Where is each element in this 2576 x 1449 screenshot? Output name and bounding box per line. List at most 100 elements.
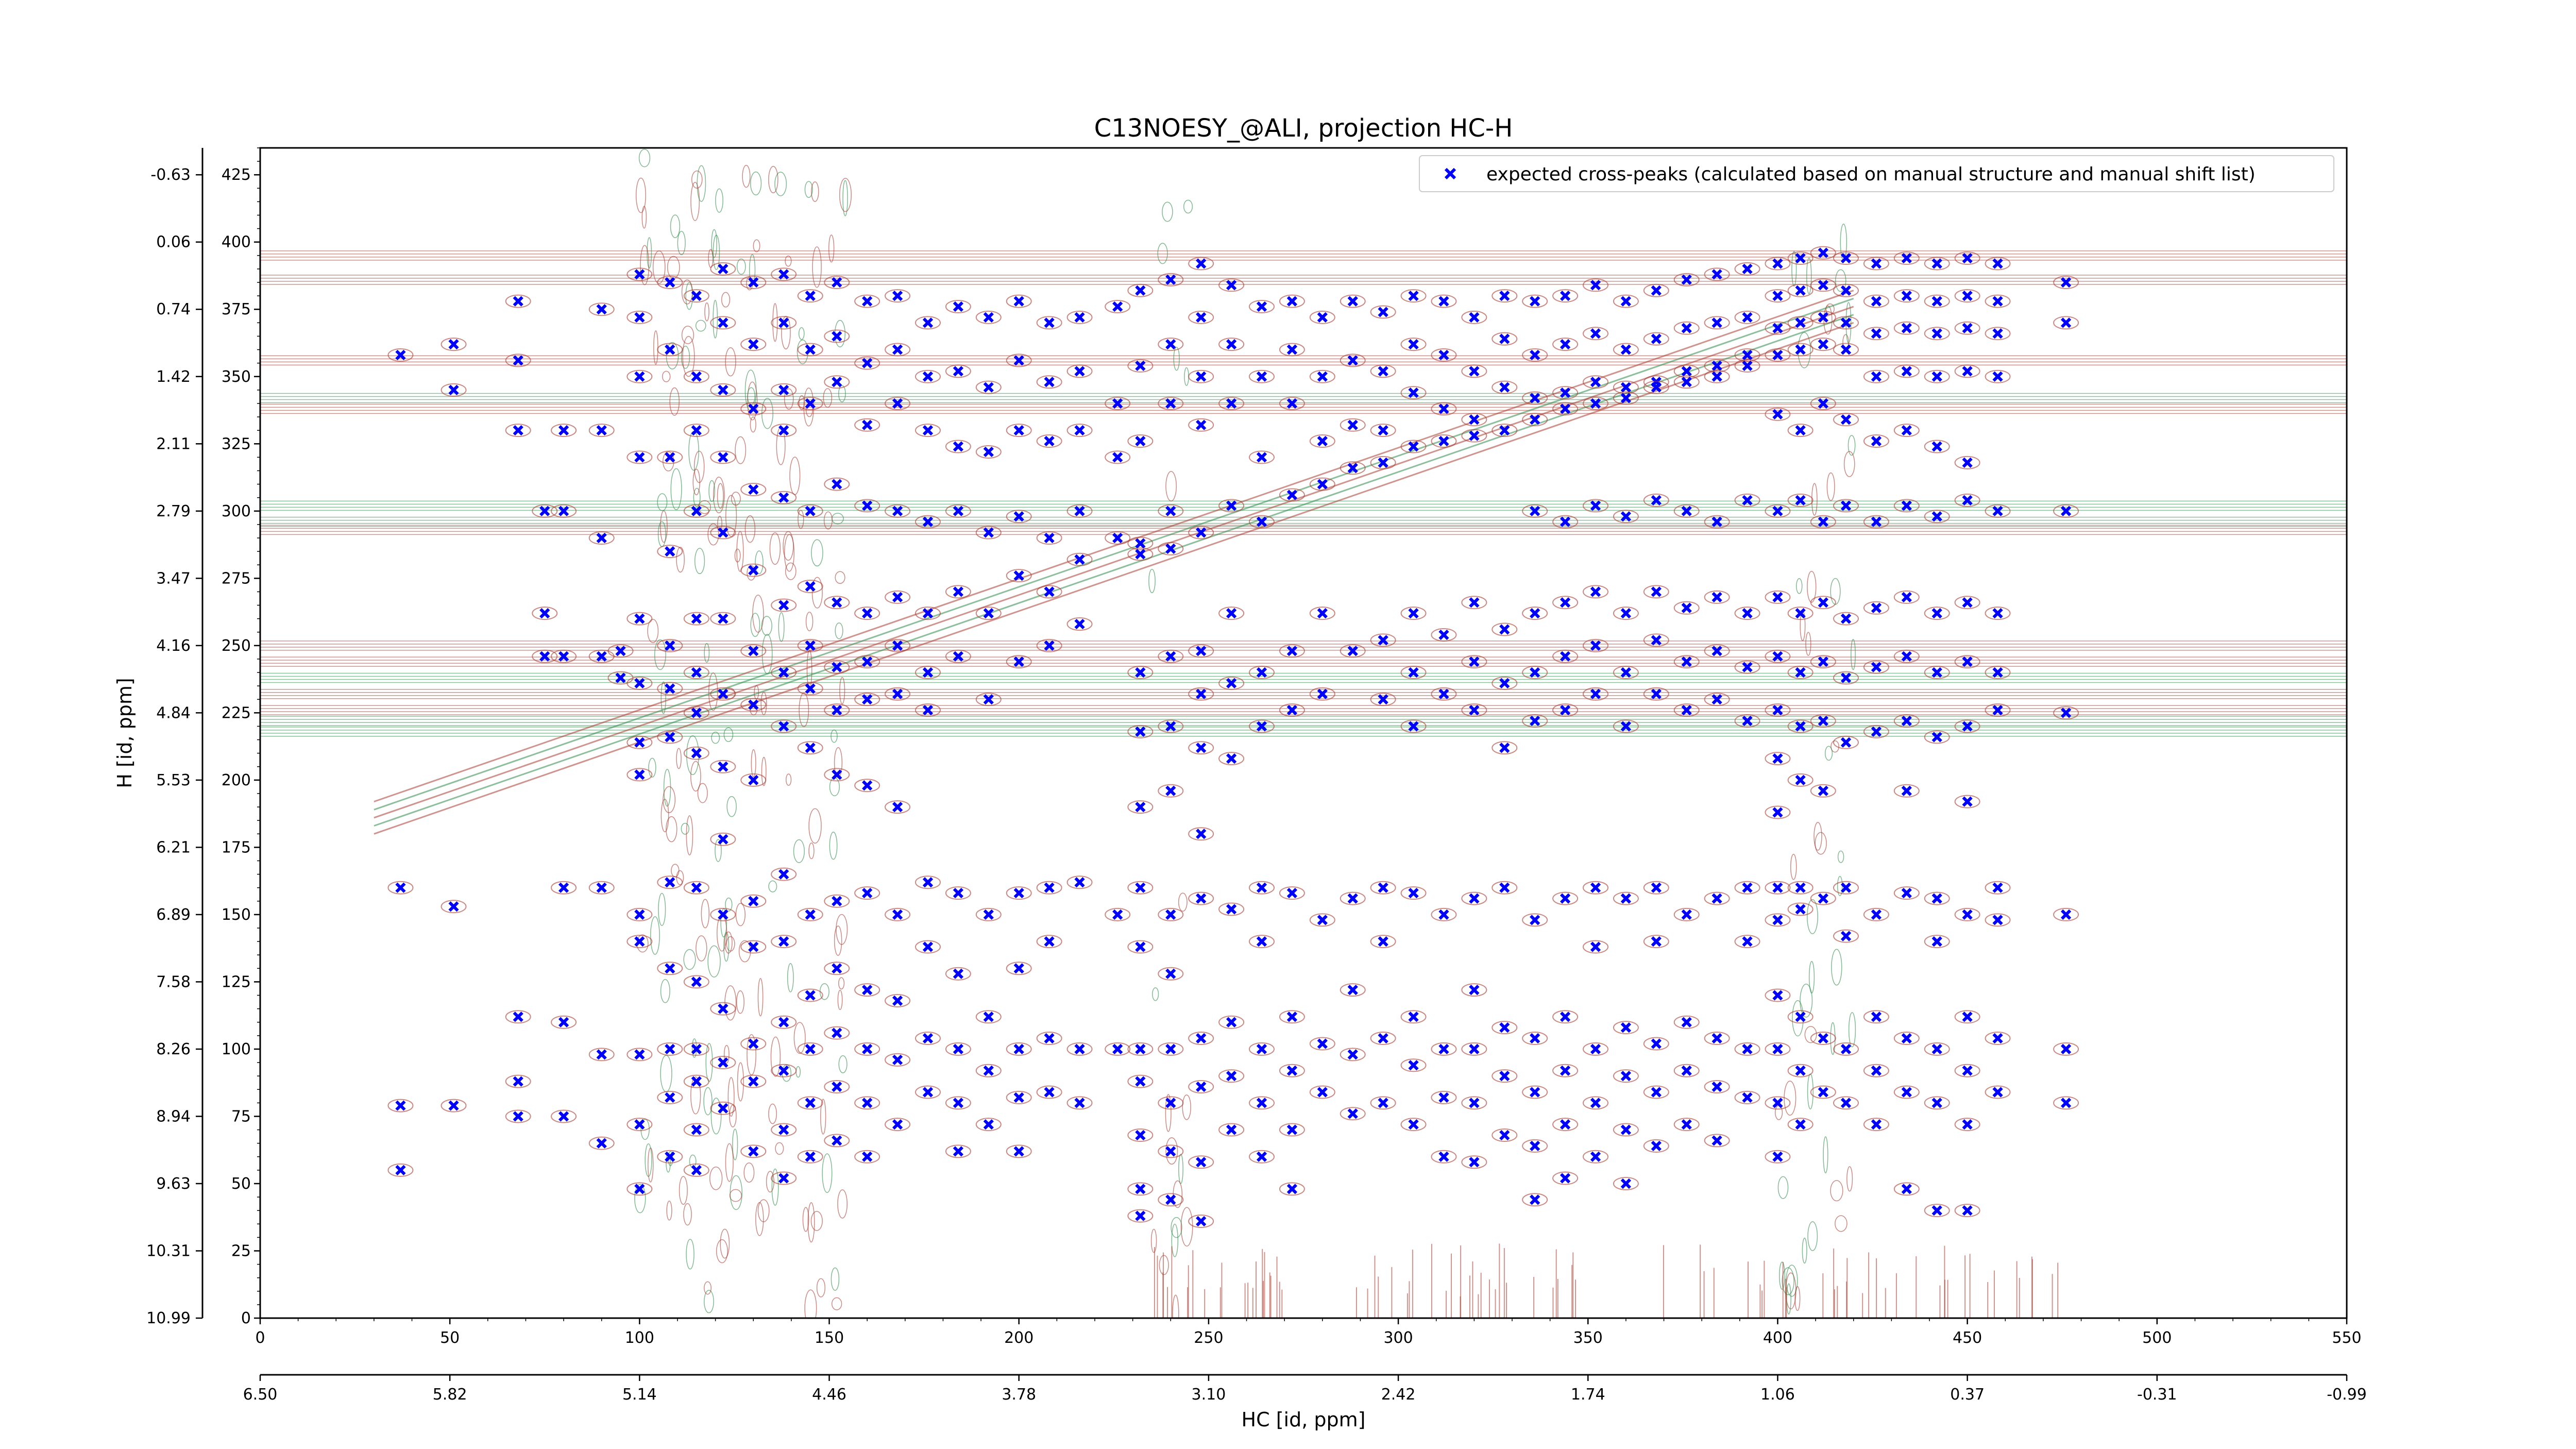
cross-peak-point [1347,1108,1358,1119]
cross-peak-point [1317,915,1328,925]
peak-contour [588,302,615,316]
cross-peak-point [1530,393,1540,403]
peak-contour [1954,596,1980,610]
y-tick-label-ppm: 9.63 [156,1175,191,1193]
cross-peak-point [1620,296,1632,307]
contour-noise [716,1239,728,1263]
peak-contour [1492,424,1518,437]
cross-peak-point [1469,414,1480,425]
cross-peak-point [922,667,934,678]
peak-contour [975,907,1002,921]
peak-contour [1765,504,1791,518]
peak-contour [657,638,683,652]
x-tick-label-index: 400 [1763,1329,1792,1347]
contour-noise [808,808,822,844]
cross-peak-point [1772,807,1783,818]
cross-peak-point [1742,715,1753,727]
cross-peak-point [1901,291,1912,301]
cross-peak-point [1196,371,1207,382]
cross-peak-point [1840,882,1852,893]
cross-peak-point [596,882,607,893]
cross-peak-point [615,672,626,683]
cross-peak-point [1226,608,1237,619]
peak-contour [710,907,736,921]
peak-contour [1249,1096,1275,1110]
peak-contour [1461,1155,1487,1169]
cross-peak-point [1992,296,2003,307]
peak-contour [657,1090,683,1104]
cross-peak-point [1931,1043,1942,1055]
peak-contour [683,1074,709,1088]
cross-peak-point [1901,1033,1912,1044]
peak-contour [1036,585,1062,599]
cross-peak-point [748,403,759,414]
cross-peak-point [1818,398,1828,409]
peak-contour [1863,1010,1889,1024]
peak-contour [1431,348,1457,362]
y-tick-label-ppm: 1.42 [156,368,191,386]
peak-contour [1370,364,1396,378]
cross-peak-point [691,1124,702,1135]
peak-contour [1309,913,1335,927]
cross-peak-point [922,516,934,527]
peak-contour [1552,289,1579,303]
contour-noise [799,395,805,410]
peak-contour [1924,1042,1950,1056]
peak-contour [1833,735,1859,749]
peak-contour [588,881,615,895]
contour-noise [638,148,651,167]
peak-contour [915,606,941,620]
cross-peak-point [1347,893,1358,904]
peak-contour [1924,1096,1950,1110]
peak-contour [1924,510,1950,524]
cross-peak-point [1795,495,1806,506]
peak-contour [1400,886,1427,900]
contour-noise [1831,740,1840,753]
cross-peak-point [1317,479,1328,490]
peak-contour [1036,434,1062,448]
peak-contour [1066,310,1093,324]
cross-peak-point [1742,608,1753,619]
cross-peak-point [1871,1119,1882,1130]
cross-peak-point [1742,349,1753,361]
peak-contour [1833,1042,1859,1056]
cross-peak-point [1772,349,1783,361]
cross-peak-point [1135,726,1146,737]
peak-contour [1340,294,1366,308]
x-tick-label-ppm: 4.46 [812,1386,846,1404]
peak-contour [2053,706,2079,720]
cross-peak-point [1871,296,1882,307]
peak-contour [915,424,941,437]
cross-peak-point [691,667,702,678]
cross-peak-point [634,737,645,748]
peak-contour [1985,666,2011,680]
contour-noise [1823,1136,1828,1174]
cross-peak-point [1165,651,1176,662]
contour-noise [768,880,777,892]
cross-peak-point [1742,263,1753,275]
peak-contour [1673,655,1700,669]
cross-peak-point [1378,936,1388,947]
cross-peak-point [1165,398,1176,409]
cross-peak-point [1651,688,1662,699]
contour-noise [1178,1154,1183,1184]
peak-contour [1105,300,1131,314]
peak-contour [1461,596,1487,610]
peak-contour [657,545,683,559]
contour-noise [744,515,756,543]
peak-contour [1704,359,1730,373]
contour-noise [704,302,709,322]
cross-peak-point [1711,516,1722,527]
cross-peak-point [1044,1033,1055,1044]
contour-noise [1152,987,1159,1001]
cross-peak-point [1681,366,1692,377]
x-tick-label-index: 50 [440,1329,460,1347]
peak-contour [1643,935,1669,949]
diagonal-band [374,290,1854,835]
peak-contour [1613,1021,1639,1035]
peak-contour [1924,327,1950,341]
cross-peak-point [892,1054,903,1065]
x-tick-label-index: 0 [255,1329,265,1347]
peak-contour [1613,294,1639,308]
cross-peak-point [862,656,873,667]
